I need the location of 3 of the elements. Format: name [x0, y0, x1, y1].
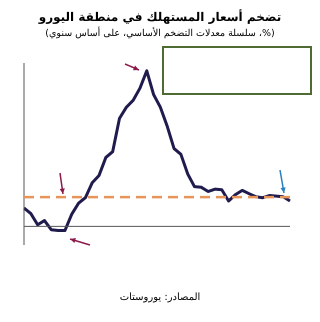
text: المصادر: يوروستات	[118, 292, 202, 303]
chart-title: تضخم أسعار المستهلك في منطقة اليورو	[37, 10, 282, 24]
chart-subtitle: (%، سلسلة معدلات التضخم الأساسي، على أساس سنوي)	[44, 28, 276, 39]
